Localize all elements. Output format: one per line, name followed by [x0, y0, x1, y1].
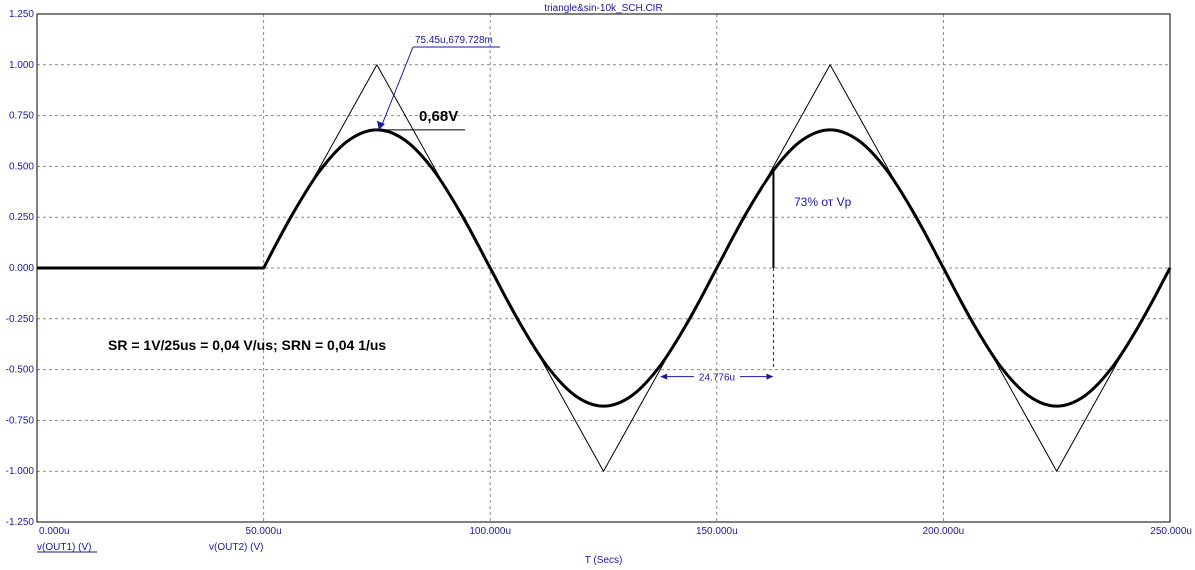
x-tick-label: 250.000u: [1150, 526, 1192, 537]
x-tick-label: 0.000u: [39, 526, 70, 537]
x-tick-label: 50.000u: [246, 526, 282, 537]
series-line-2: [37, 128, 1172, 408]
slew-rate-label: SR = 1V/25us = 0,04 V/us; SRN = 0,04 1/u…: [108, 337, 386, 353]
y-tick-label: 0.000: [9, 263, 34, 274]
legend-item-out1: v(OUT1) (V): [37, 542, 91, 553]
percent-label: 73% от Vp: [794, 195, 852, 209]
y-tick-label: -0.250: [6, 314, 35, 325]
x-axis-label: T (Secs): [585, 555, 623, 566]
y-tick-label: 1.250: [9, 9, 34, 20]
cursor-leader-line: [381, 46, 414, 126]
peak-label: 0,68V: [419, 108, 458, 125]
y-tick-label: 0.500: [9, 161, 34, 172]
x-axis-ticks: 0.000u 50.000u 100.000u 150.000u 200.000u 250…: [39, 526, 1192, 537]
legend-item-out2: v(OUT2) (V): [209, 542, 263, 553]
cursor-readout: 75.45u,679.728m: [415, 35, 493, 46]
y-axis-ticks: 1.250 1.000 0.750 0.500 0.250 0.000 -0.250 -0.5…: [6, 9, 35, 528]
delta-arrow-right: [766, 373, 774, 380]
y-tick-label: 0.250: [9, 212, 34, 223]
y-tick-label: -0.500: [6, 365, 35, 376]
delta-label: 24.776u: [699, 373, 735, 384]
y-tick-label: -0.750: [6, 415, 35, 426]
annotations: 75.45u,679.728m 0,68V 73% от Vp 24.776u …: [108, 35, 852, 384]
y-tick-label: 0.750: [9, 111, 34, 122]
cursor-arrowhead: [376, 120, 385, 130]
y-tick-label: -1.000: [6, 466, 35, 477]
series-group: [37, 64, 1172, 472]
delta-arrow-left: [660, 373, 668, 380]
y-tick-label: -1.250: [6, 517, 35, 528]
chart-title: triangle&sin-10k_SCH.CIR: [544, 3, 662, 14]
x-tick-label: 100.000u: [469, 526, 511, 537]
x-tick-label: 200.000u: [923, 526, 965, 537]
y-tick-label: 1.000: [9, 60, 34, 71]
x-tick-label: 150.000u: [696, 526, 738, 537]
